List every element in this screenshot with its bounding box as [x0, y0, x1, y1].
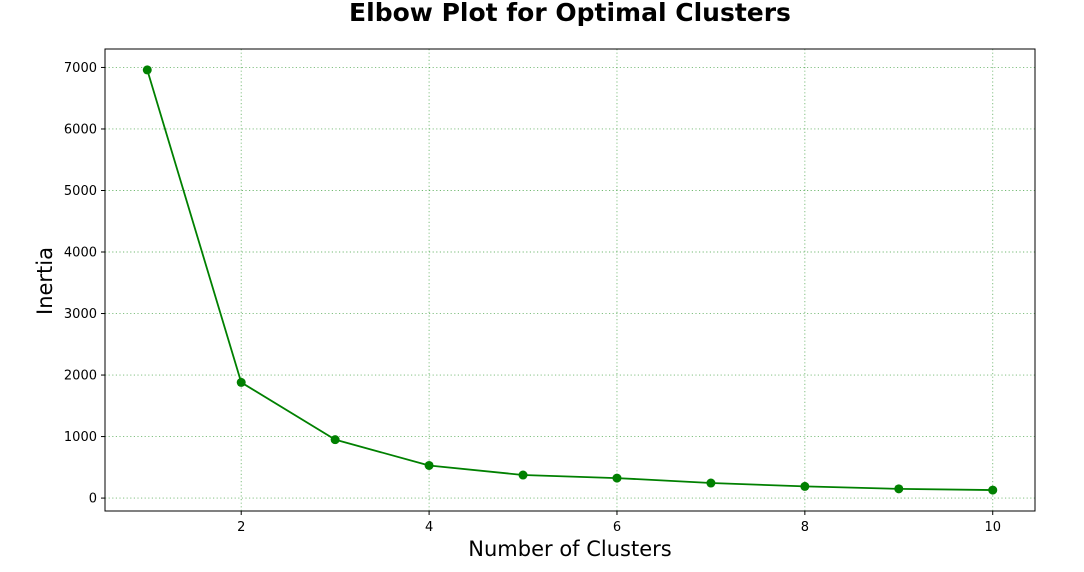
axes — [101, 48, 1036, 515]
y-tick-label: 1000 — [64, 430, 97, 445]
grid-lines — [105, 49, 1035, 511]
data-point — [424, 460, 434, 470]
y-tick-label: 3000 — [64, 307, 97, 322]
data-point — [706, 478, 716, 488]
plot-frame — [104, 48, 1036, 512]
y-tick-label: 5000 — [64, 184, 97, 199]
x-tick-label: 10 — [984, 520, 1001, 535]
data-point — [988, 485, 998, 495]
data-point — [894, 484, 904, 494]
x-tick-label: 4 — [425, 520, 433, 535]
y-tick-label: 6000 — [64, 122, 97, 137]
data-point — [800, 481, 810, 491]
y-tick-label: 2000 — [64, 369, 97, 384]
data-point — [142, 65, 152, 75]
x-axis-title: Number of Clusters — [468, 537, 671, 561]
x-tick-label: 8 — [801, 520, 809, 535]
y-tick-label: 0 — [89, 492, 97, 507]
y-tick-label: 4000 — [64, 246, 97, 261]
x-tick-label: 2 — [237, 520, 245, 535]
y-tick-label: 7000 — [64, 61, 97, 76]
chart-title: Elbow Plot for Optimal Clusters — [349, 0, 791, 27]
data-point — [612, 473, 622, 483]
data-point — [330, 435, 340, 445]
y-axis-title: Inertia — [33, 247, 57, 315]
data-series — [142, 65, 998, 495]
data-point — [236, 377, 246, 387]
x-tick-label: 6 — [613, 520, 621, 535]
series-line — [146, 69, 993, 491]
data-point — [518, 470, 528, 480]
tick-labels: 2 4 6 8 10 0 1000 2000 3000 4000 5000 6000 7000 — [64, 61, 1001, 535]
